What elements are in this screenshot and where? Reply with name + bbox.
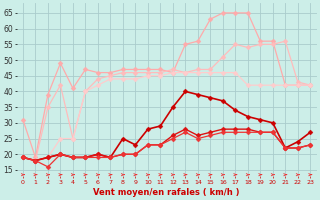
X-axis label: Vent moyen/en rafales ( km/h ): Vent moyen/en rafales ( km/h ) (93, 188, 240, 197)
